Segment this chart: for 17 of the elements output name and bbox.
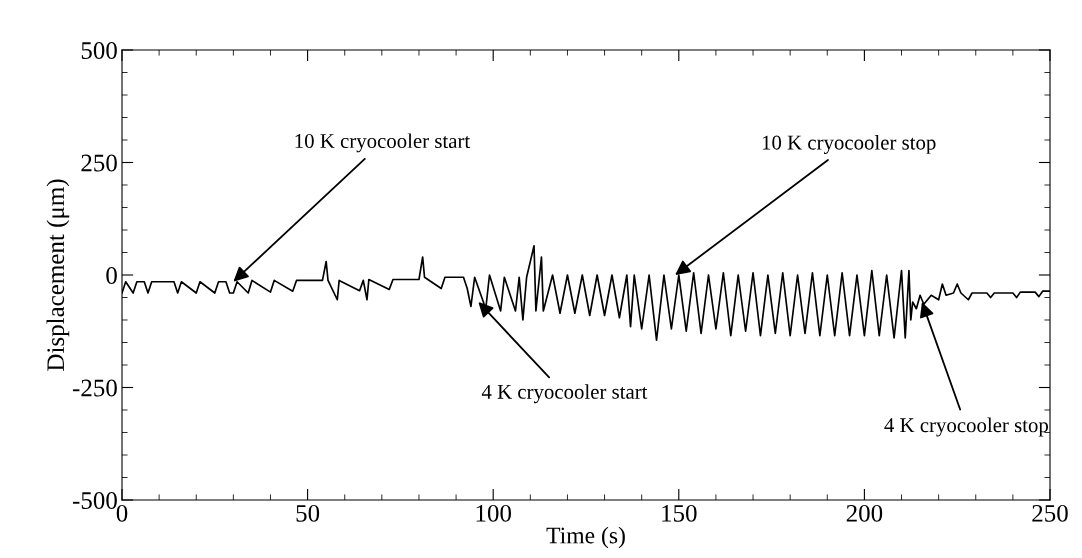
annotation: 4 K cryocooler start	[481, 384, 648, 404]
x-tick-label: 0	[116, 504, 128, 522]
x-tick-label: 50	[296, 504, 320, 522]
y-tick-label: -500	[72, 492, 117, 509]
x-tick-label: 100	[476, 504, 511, 522]
annotation: 4 K cryocooler stop	[884, 417, 1049, 437]
annotation: 10 K cryocooler stop	[762, 134, 936, 154]
x-tick-label: 200	[846, 504, 883, 522]
x-tick-label: 250	[1032, 504, 1068, 522]
y-axis-title: Displacement (μm)	[46, 179, 70, 371]
y-tick-label: 250	[81, 154, 117, 172]
x-axis-title: Time (s)	[546, 526, 625, 549]
y-tick-label: 500	[81, 42, 117, 59]
y-tick-label: -250	[72, 379, 117, 397]
y-tick-label: 0	[106, 267, 117, 284]
annotation: 10 K cryocooler start	[295, 133, 471, 153]
x-tick-label: 150	[662, 504, 697, 522]
